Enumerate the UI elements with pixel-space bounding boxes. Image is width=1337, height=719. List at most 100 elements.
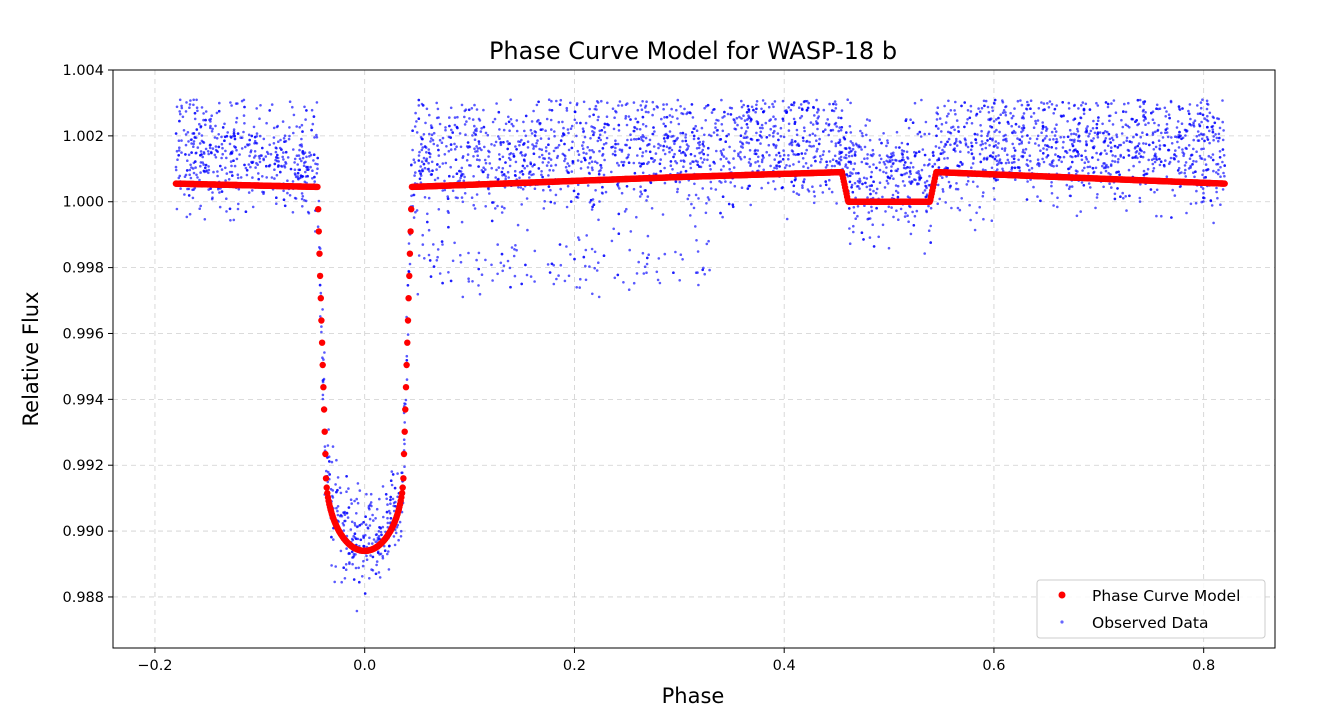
- observed-point: [321, 393, 325, 397]
- observed-point: [277, 164, 280, 167]
- observed-point: [1115, 171, 1118, 174]
- observed-point: [1111, 123, 1115, 126]
- observed-point: [248, 143, 251, 146]
- observed-point: [870, 205, 873, 209]
- observed-point: [301, 205, 304, 208]
- observed-point: [1118, 143, 1121, 147]
- observed-point: [670, 107, 673, 111]
- observed-point: [342, 566, 346, 569]
- observed-point: [998, 158, 1002, 161]
- observed-point: [658, 281, 662, 285]
- observed-point: [991, 137, 994, 141]
- observed-point: [812, 190, 816, 193]
- observed-point: [247, 191, 251, 194]
- observed-point: [939, 152, 943, 155]
- observed-point: [783, 166, 787, 169]
- observed-point: [727, 202, 731, 206]
- observed-point: [853, 162, 857, 165]
- observed-point: [816, 111, 819, 114]
- observed-point: [744, 130, 748, 133]
- observed-point: [1041, 121, 1044, 124]
- observed-point: [1045, 134, 1048, 138]
- observed-point: [737, 154, 740, 157]
- observed-point: [1006, 120, 1010, 124]
- observed-point: [924, 185, 928, 188]
- observed-point: [496, 178, 500, 181]
- observed-point: [508, 164, 512, 168]
- observed-point: [242, 98, 246, 102]
- observed-point: [596, 118, 600, 122]
- observed-point: [1137, 142, 1141, 145]
- observed-point: [752, 108, 755, 112]
- observed-point: [414, 171, 417, 174]
- observed-point: [838, 163, 842, 166]
- observed-point: [937, 146, 941, 150]
- observed-point: [644, 136, 648, 140]
- observed-point: [451, 259, 455, 263]
- observed-point: [228, 207, 232, 211]
- observed-point: [925, 193, 929, 196]
- observed-point: [425, 159, 428, 163]
- observed-point: [402, 438, 406, 442]
- observed-point: [515, 248, 518, 252]
- observed-point: [995, 163, 999, 166]
- observed-point: [871, 223, 874, 226]
- observed-point: [865, 118, 869, 121]
- observed-point: [493, 117, 497, 121]
- observed-point: [181, 115, 185, 119]
- observed-point: [1134, 145, 1137, 149]
- observed-point: [475, 145, 478, 148]
- observed-point: [594, 189, 597, 192]
- observed-point: [1208, 141, 1211, 145]
- model-point: [316, 272, 324, 280]
- observed-point: [178, 146, 181, 149]
- observed-point: [378, 526, 381, 529]
- observed-point: [803, 129, 806, 133]
- observed-point: [1114, 154, 1117, 158]
- observed-point: [450, 128, 453, 132]
- observed-point: [410, 163, 413, 167]
- observed-point: [1203, 139, 1206, 143]
- observed-point: [1102, 185, 1105, 189]
- observed-point: [1128, 194, 1131, 198]
- observed-point: [542, 188, 545, 192]
- observed-point: [301, 152, 305, 155]
- observed-point: [614, 139, 617, 142]
- observed-point: [547, 185, 551, 188]
- observed-point: [316, 167, 319, 170]
- observed-point: [1192, 159, 1195, 163]
- observed-point: [1041, 125, 1045, 129]
- observed-point: [839, 143, 842, 147]
- observed-point: [1200, 185, 1203, 189]
- observed-point: [363, 592, 367, 595]
- observed-point: [1134, 120, 1137, 123]
- observed-point: [805, 148, 808, 152]
- observed-point: [223, 139, 226, 142]
- observed-point: [1138, 200, 1142, 203]
- observed-point: [860, 148, 863, 151]
- observed-point: [449, 148, 453, 151]
- observed-point: [384, 493, 388, 496]
- observed-point: [826, 118, 829, 121]
- observed-point: [616, 183, 619, 186]
- observed-point: [620, 191, 624, 195]
- observed-point: [760, 186, 763, 190]
- observed-point: [641, 154, 644, 158]
- observed-point: [944, 121, 948, 124]
- observed-point: [304, 170, 307, 174]
- observed-point: [362, 544, 366, 548]
- observed-point: [604, 141, 608, 145]
- observed-point: [188, 106, 191, 109]
- observed-point: [1218, 150, 1222, 153]
- observed-point: [431, 138, 435, 142]
- observed-point: [833, 164, 836, 168]
- observed-point: [822, 108, 826, 112]
- observed-point: [640, 192, 643, 196]
- observed-point: [293, 157, 297, 161]
- observed-point: [1095, 122, 1099, 126]
- observed-point: [754, 148, 757, 152]
- observed-point: [288, 194, 292, 197]
- observed-point: [326, 444, 330, 447]
- observed-point: [614, 142, 617, 146]
- observed-point: [340, 514, 344, 518]
